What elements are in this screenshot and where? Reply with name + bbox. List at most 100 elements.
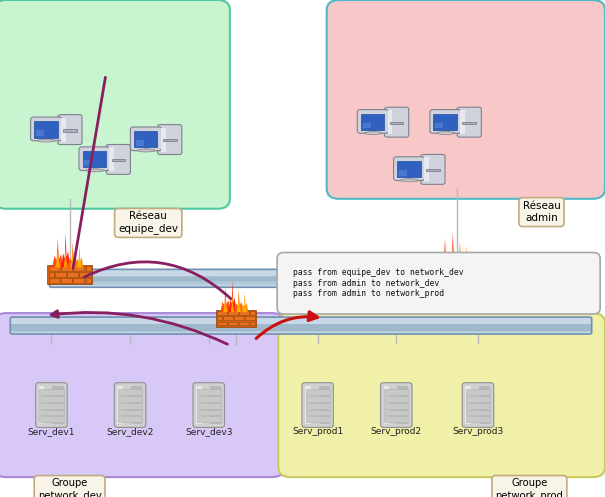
FancyBboxPatch shape	[73, 266, 85, 271]
FancyBboxPatch shape	[245, 317, 255, 320]
FancyBboxPatch shape	[217, 322, 227, 326]
FancyBboxPatch shape	[39, 416, 64, 422]
FancyBboxPatch shape	[381, 383, 412, 427]
FancyBboxPatch shape	[466, 403, 490, 409]
FancyBboxPatch shape	[84, 160, 93, 166]
FancyBboxPatch shape	[384, 416, 408, 422]
Polygon shape	[451, 246, 455, 267]
FancyBboxPatch shape	[114, 383, 146, 427]
FancyBboxPatch shape	[466, 389, 490, 395]
FancyBboxPatch shape	[118, 410, 142, 415]
Polygon shape	[229, 280, 237, 312]
FancyBboxPatch shape	[443, 129, 448, 133]
Polygon shape	[243, 300, 246, 312]
FancyBboxPatch shape	[73, 278, 85, 283]
Text: Groupe
network_dev: Groupe network_dev	[38, 478, 102, 497]
Polygon shape	[439, 239, 451, 267]
FancyBboxPatch shape	[118, 389, 142, 395]
FancyBboxPatch shape	[39, 389, 64, 395]
FancyBboxPatch shape	[464, 384, 494, 428]
Text: Réseau
equipe_dev: Réseau equipe_dev	[118, 211, 178, 234]
Polygon shape	[76, 245, 83, 267]
FancyBboxPatch shape	[10, 317, 592, 334]
FancyBboxPatch shape	[197, 416, 221, 422]
FancyBboxPatch shape	[161, 128, 166, 152]
FancyBboxPatch shape	[61, 278, 72, 283]
FancyBboxPatch shape	[48, 272, 53, 277]
FancyBboxPatch shape	[454, 272, 465, 277]
FancyBboxPatch shape	[131, 386, 142, 424]
FancyBboxPatch shape	[384, 396, 408, 402]
FancyBboxPatch shape	[79, 272, 91, 277]
Ellipse shape	[38, 139, 55, 142]
FancyBboxPatch shape	[362, 123, 371, 128]
FancyBboxPatch shape	[0, 0, 230, 209]
FancyBboxPatch shape	[361, 114, 384, 130]
FancyBboxPatch shape	[158, 125, 182, 155]
FancyBboxPatch shape	[435, 123, 443, 128]
FancyBboxPatch shape	[217, 311, 227, 315]
Polygon shape	[465, 254, 468, 267]
Polygon shape	[442, 250, 448, 267]
FancyBboxPatch shape	[50, 269, 583, 285]
FancyBboxPatch shape	[54, 272, 66, 277]
FancyBboxPatch shape	[118, 416, 142, 422]
Polygon shape	[457, 252, 462, 267]
FancyBboxPatch shape	[39, 396, 64, 402]
Ellipse shape	[437, 132, 454, 135]
FancyBboxPatch shape	[466, 416, 490, 422]
FancyBboxPatch shape	[86, 266, 91, 271]
Polygon shape	[223, 297, 228, 312]
FancyBboxPatch shape	[448, 278, 459, 283]
FancyBboxPatch shape	[460, 266, 472, 271]
FancyBboxPatch shape	[277, 252, 600, 314]
FancyBboxPatch shape	[436, 278, 447, 283]
FancyBboxPatch shape	[466, 272, 478, 277]
FancyBboxPatch shape	[306, 403, 330, 409]
FancyBboxPatch shape	[53, 386, 64, 424]
FancyBboxPatch shape	[197, 389, 221, 395]
FancyBboxPatch shape	[195, 384, 225, 428]
Text: Serv_dev2: Serv_dev2	[106, 427, 154, 436]
Text: Groupe
network_prod: Groupe network_prod	[495, 478, 563, 497]
FancyBboxPatch shape	[424, 158, 429, 181]
FancyBboxPatch shape	[39, 410, 64, 415]
FancyBboxPatch shape	[39, 386, 44, 424]
FancyBboxPatch shape	[117, 386, 123, 424]
FancyBboxPatch shape	[39, 403, 64, 409]
FancyBboxPatch shape	[116, 384, 146, 428]
Polygon shape	[448, 232, 457, 267]
FancyBboxPatch shape	[278, 313, 605, 477]
FancyBboxPatch shape	[385, 107, 409, 137]
Polygon shape	[64, 246, 68, 267]
FancyBboxPatch shape	[479, 386, 490, 424]
FancyBboxPatch shape	[67, 272, 78, 277]
FancyBboxPatch shape	[61, 266, 72, 271]
FancyBboxPatch shape	[306, 396, 330, 402]
FancyBboxPatch shape	[430, 109, 461, 133]
FancyBboxPatch shape	[358, 109, 388, 133]
Polygon shape	[220, 286, 231, 312]
FancyBboxPatch shape	[466, 410, 490, 415]
Text: Réseau
admin: Réseau admin	[523, 201, 560, 223]
Polygon shape	[70, 252, 75, 267]
Polygon shape	[77, 254, 81, 267]
FancyBboxPatch shape	[216, 310, 256, 327]
FancyBboxPatch shape	[384, 403, 408, 409]
FancyBboxPatch shape	[382, 384, 413, 428]
Polygon shape	[234, 289, 243, 312]
FancyBboxPatch shape	[106, 145, 131, 174]
FancyBboxPatch shape	[442, 272, 453, 277]
FancyBboxPatch shape	[448, 266, 459, 271]
Polygon shape	[231, 293, 234, 312]
FancyBboxPatch shape	[82, 151, 106, 167]
Polygon shape	[52, 239, 64, 267]
FancyBboxPatch shape	[394, 157, 425, 180]
FancyBboxPatch shape	[197, 410, 221, 415]
Polygon shape	[61, 232, 70, 267]
Polygon shape	[55, 250, 61, 267]
FancyBboxPatch shape	[399, 170, 407, 175]
FancyBboxPatch shape	[58, 115, 82, 145]
FancyBboxPatch shape	[228, 322, 238, 326]
FancyBboxPatch shape	[197, 396, 221, 402]
